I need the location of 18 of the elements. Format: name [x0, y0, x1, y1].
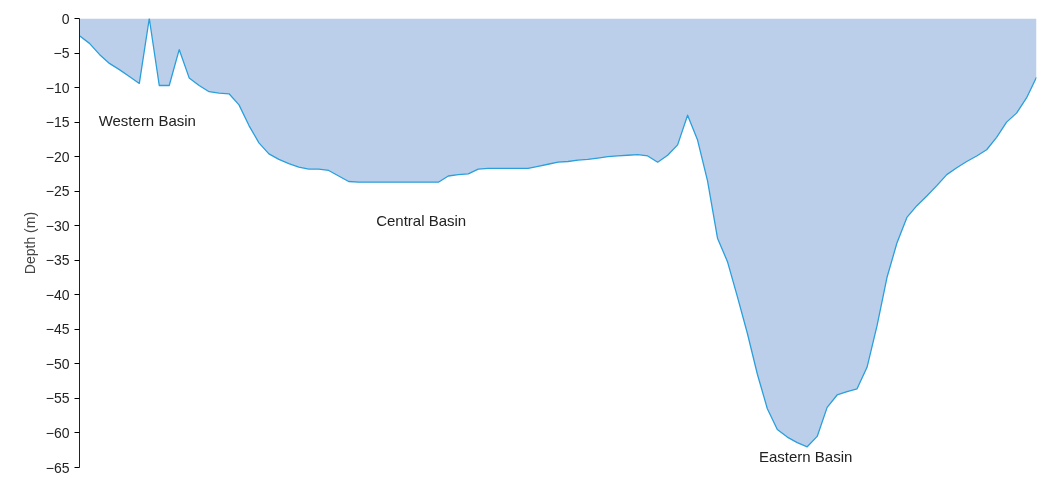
- y-axis-title: Depth (m): [21, 211, 38, 275]
- y-tick-label: −50: [45, 355, 70, 372]
- y-tick-label: −45: [45, 321, 70, 338]
- y-tick-label: −60: [45, 424, 70, 441]
- y-tick-label: −25: [45, 183, 70, 200]
- y-tick-label: −10: [45, 79, 70, 96]
- y-tick-label: 0: [61, 10, 70, 27]
- y-tick-label: −35: [45, 252, 70, 269]
- y-tick-label: −5: [53, 45, 70, 62]
- y-tick-label: −20: [45, 148, 70, 165]
- y-tick-label: −30: [45, 217, 70, 234]
- annotation: Central Basin: [376, 212, 467, 230]
- y-tick-label: −40: [45, 286, 70, 303]
- y-tick-label: −55: [45, 390, 70, 407]
- annotation: Eastern Basin: [758, 447, 853, 465]
- annotation: Western Basin: [98, 112, 196, 130]
- y-tick-label: −65: [45, 459, 70, 476]
- y-tick-label: −15: [45, 114, 70, 131]
